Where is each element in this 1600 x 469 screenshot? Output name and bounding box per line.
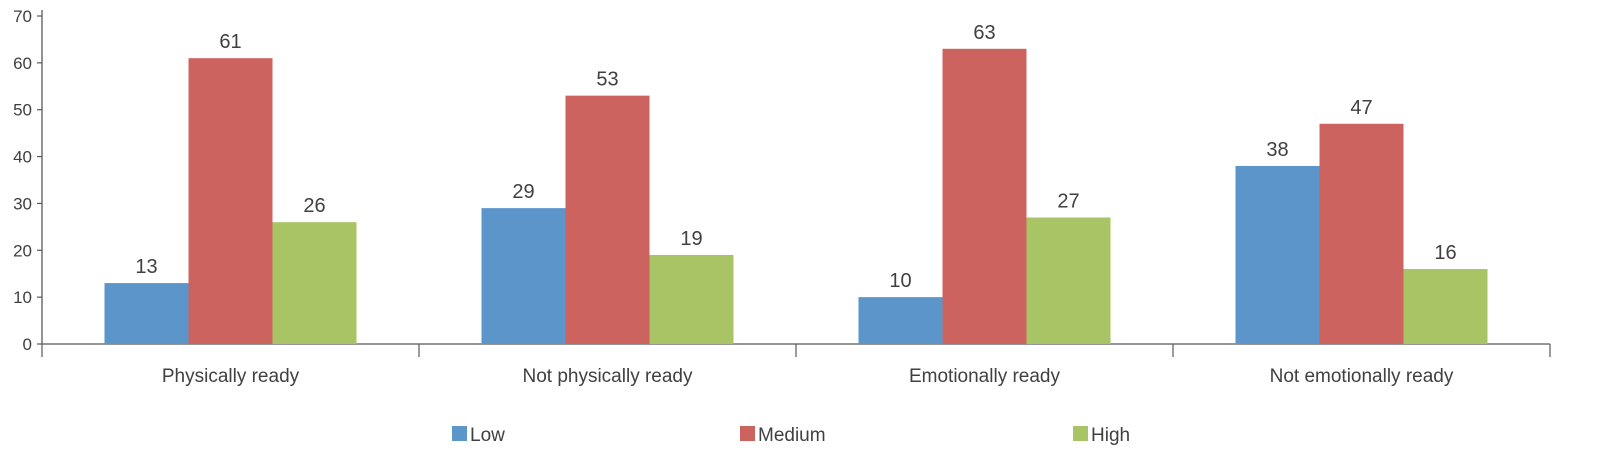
legend-swatch (1073, 426, 1088, 441)
data-label: 19 (680, 228, 702, 250)
y-tick-label: 60 (13, 54, 32, 73)
bar-high-2 (649, 254, 734, 344)
y-tick-label: 30 (13, 194, 32, 213)
y-tick-label: 10 (13, 288, 32, 307)
data-label: 13 (135, 256, 157, 278)
axes: 0 10 20 30 40 50 60 70 Physically ready Not physi… (13, 7, 1551, 387)
bars (104, 48, 1488, 345)
data-labels: 13 61 26 29 53 19 10 63 27 38 47 16 (135, 22, 1456, 292)
y-tick-label: 0 (23, 335, 32, 354)
bar-high-3 (1026, 217, 1111, 344)
y-tick-label: 70 (13, 7, 32, 26)
legend-swatch (452, 426, 467, 441)
y-tick-label: 40 (13, 148, 32, 167)
data-label: 47 (1350, 97, 1372, 119)
x-category-label: Not physically ready (522, 366, 693, 387)
data-label: 26 (303, 195, 325, 217)
data-label: 53 (596, 69, 618, 91)
legend-label: Medium (758, 425, 826, 446)
legend-swatch (740, 426, 755, 441)
data-label: 27 (1057, 190, 1079, 212)
y-tick-label: 50 (13, 101, 32, 120)
data-label: 61 (219, 31, 241, 53)
bar-high-1 (272, 222, 357, 344)
bar-medium-3 (942, 48, 1027, 345)
y-tick-label: 20 (13, 241, 32, 260)
data-label: 16 (1434, 242, 1456, 264)
data-label: 29 (512, 181, 534, 203)
bar-medium-4 (1319, 123, 1404, 345)
bar-high-4 (1403, 269, 1488, 344)
x-category-label: Physically ready (162, 366, 300, 387)
bar-low-4 (1235, 165, 1320, 344)
bar-low-2 (481, 208, 566, 344)
data-label: 38 (1266, 139, 1288, 161)
legend-label: Low (470, 425, 505, 446)
bar-low-3 (858, 297, 943, 344)
bar-medium-2 (565, 95, 650, 345)
legend: Low Medium High (452, 425, 1130, 446)
bar-low-1 (104, 283, 189, 344)
bar-medium-1 (188, 58, 273, 345)
data-label: 10 (889, 270, 911, 292)
data-label: 63 (973, 22, 995, 44)
x-category-label: Not emotionally ready (1270, 366, 1454, 387)
x-category-label: Emotionally ready (909, 366, 1061, 387)
legend-label: High (1091, 425, 1130, 446)
